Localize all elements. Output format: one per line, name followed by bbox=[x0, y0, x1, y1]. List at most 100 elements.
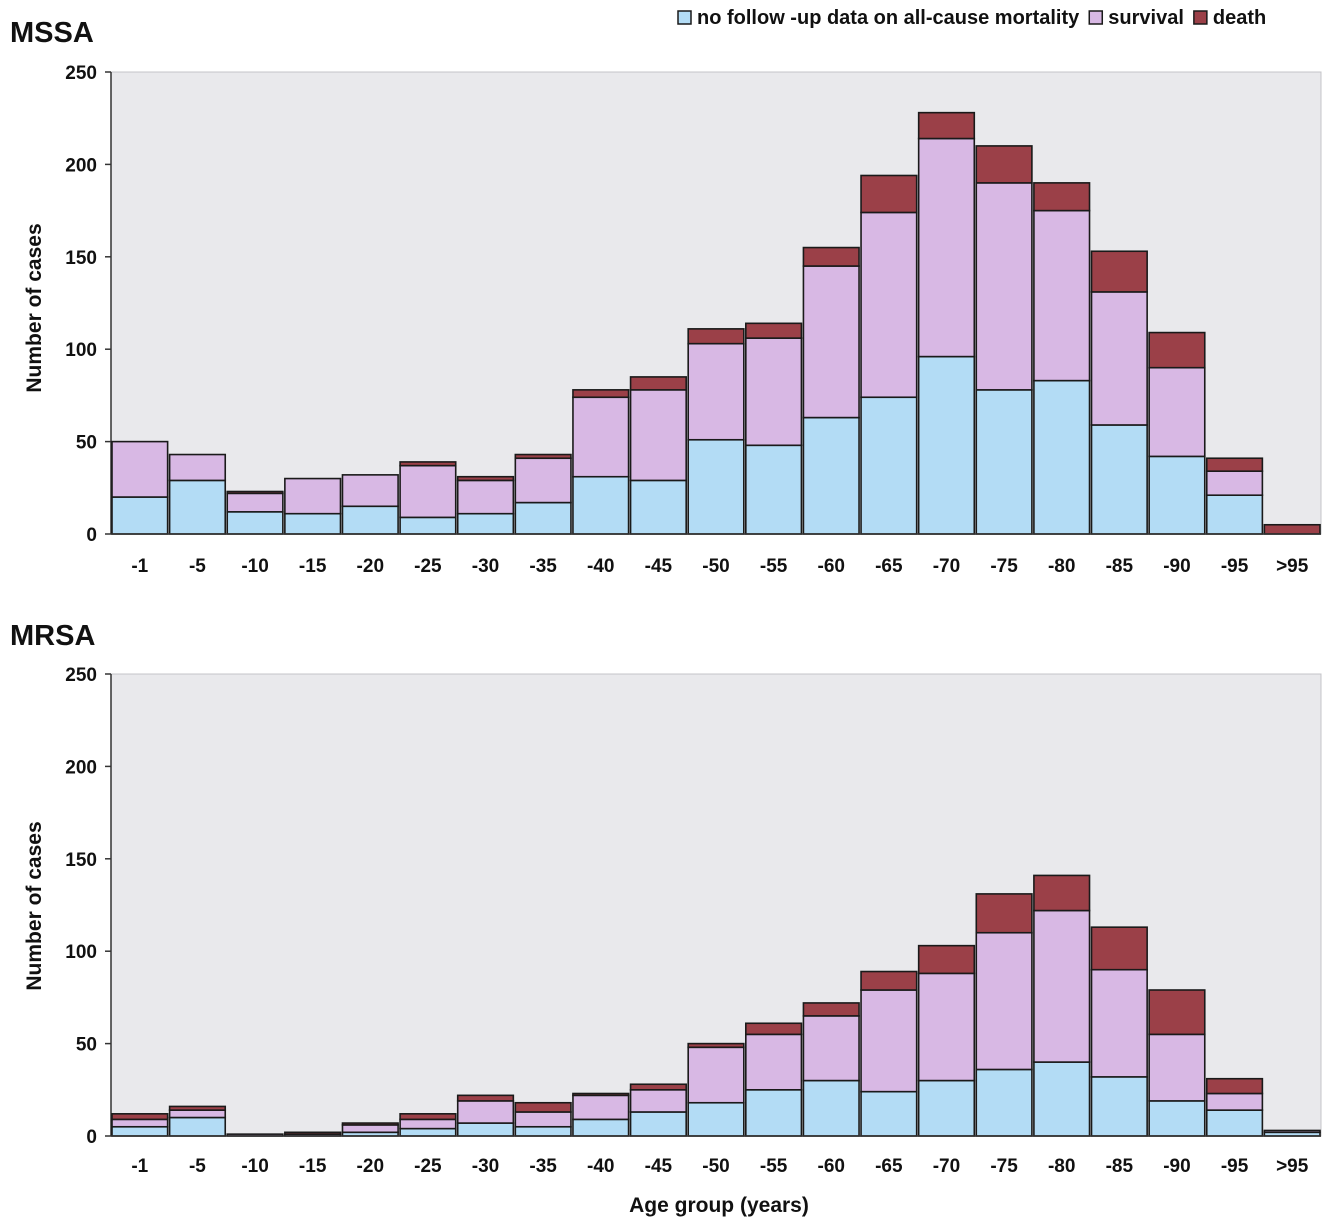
y-tick-label: 50 bbox=[76, 433, 97, 454]
bar-segment bbox=[687, 1101, 745, 1137]
x-tick-label: -85 bbox=[1106, 556, 1134, 577]
bar-segment bbox=[917, 1079, 976, 1137]
bar-segment bbox=[1205, 1092, 1264, 1111]
bar-segment bbox=[802, 1079, 860, 1137]
bar-segment bbox=[745, 337, 803, 447]
bar-segment bbox=[687, 1042, 745, 1049]
bar-segment bbox=[860, 989, 918, 1093]
x-tick-label: -20 bbox=[357, 556, 384, 577]
bar-segment bbox=[917, 137, 976, 358]
bar-segment bbox=[1205, 1109, 1264, 1137]
y-tick-label: 50 bbox=[76, 1035, 97, 1056]
bar-segment bbox=[802, 1015, 860, 1082]
bar-segment bbox=[1148, 989, 1206, 1036]
bar-segment bbox=[572, 396, 630, 478]
bar-segment bbox=[111, 1118, 169, 1128]
bar-segment bbox=[1090, 926, 1148, 971]
bar-segment bbox=[629, 1111, 687, 1137]
bar-segment bbox=[975, 1068, 1033, 1137]
x-axis-title: Age group (years) bbox=[629, 1194, 809, 1217]
legend: no follow -up data on all-cause mortalit… bbox=[677, 7, 1266, 29]
x-tick-label: -10 bbox=[241, 1156, 268, 1177]
y-tick-label: 250 bbox=[65, 63, 97, 84]
x-tick-label: -50 bbox=[702, 556, 729, 577]
x-tick-label: -20 bbox=[357, 1156, 384, 1177]
bar-segment bbox=[629, 389, 687, 482]
bar-segment bbox=[1263, 1129, 1321, 1134]
bar-segment bbox=[514, 1111, 572, 1128]
bar-segment bbox=[860, 1090, 918, 1137]
bar-segment bbox=[860, 211, 918, 399]
x-tick-label: -80 bbox=[1048, 556, 1075, 577]
bar-segment bbox=[456, 479, 515, 515]
x-tick-label: -25 bbox=[414, 1156, 442, 1177]
x-tick-label: -1 bbox=[131, 556, 148, 577]
bar-segment bbox=[226, 490, 284, 495]
bar-segment bbox=[456, 475, 515, 482]
bar-segment bbox=[975, 389, 1033, 535]
x-tick-label: -40 bbox=[587, 1156, 614, 1177]
bar-segment bbox=[399, 1118, 457, 1130]
x-tick-label: -85 bbox=[1106, 1156, 1134, 1177]
bar-segment bbox=[341, 505, 399, 535]
bar-segment bbox=[1090, 291, 1148, 426]
x-tick-label: -5 bbox=[189, 1156, 206, 1177]
bar-segment bbox=[745, 322, 803, 339]
bar-segment bbox=[226, 511, 284, 535]
bar-segment bbox=[111, 1113, 169, 1121]
x-tick-label: -1 bbox=[131, 1156, 148, 1177]
bar-segment bbox=[629, 376, 687, 391]
x-tick-label: -75 bbox=[990, 1156, 1018, 1177]
x-tick-label: -55 bbox=[760, 556, 788, 577]
x-tick-label: -50 bbox=[702, 1156, 729, 1177]
bar-segment bbox=[917, 111, 976, 140]
bar-segment bbox=[168, 1116, 227, 1137]
legend-label: survival bbox=[1108, 7, 1184, 29]
x-tick-label: -30 bbox=[472, 556, 499, 577]
bar-segment bbox=[1090, 424, 1148, 535]
x-tick-label: -65 bbox=[875, 556, 903, 577]
bar-segment bbox=[1033, 209, 1091, 382]
bar-segment bbox=[1148, 455, 1206, 535]
panel-title: MRSA bbox=[10, 620, 95, 652]
y-tick-label: 150 bbox=[65, 850, 97, 871]
bar-segment bbox=[399, 1127, 457, 1137]
x-tick-label: -70 bbox=[933, 556, 960, 577]
bar-segment bbox=[1033, 379, 1091, 535]
chart-panel-mrsa: MRSA 0 50 100 150 200 250 Number of cases -1 -5 -1… bbox=[10, 620, 1322, 1177]
bar-segment bbox=[1033, 182, 1091, 212]
x-tick-label: >95 bbox=[1276, 556, 1309, 577]
bar-segment bbox=[917, 972, 976, 1082]
bar-segment bbox=[168, 1105, 227, 1111]
bar-segment bbox=[1263, 523, 1321, 535]
bar-segment bbox=[917, 355, 976, 535]
y-tick-label: 0 bbox=[86, 1127, 97, 1148]
y-tick-label: 250 bbox=[65, 665, 97, 686]
bar-segment bbox=[399, 516, 457, 535]
bar-segment bbox=[1033, 1061, 1091, 1137]
bar-segment bbox=[572, 389, 630, 399]
bar-segment bbox=[399, 1113, 457, 1121]
bar-segment bbox=[572, 475, 630, 535]
x-tick-label: -25 bbox=[414, 556, 442, 577]
x-tick-label: >95 bbox=[1276, 1156, 1309, 1177]
y-axis-title: Number of cases bbox=[23, 223, 46, 392]
legend-swatch bbox=[1088, 10, 1104, 25]
bar-segment bbox=[341, 474, 399, 508]
bar-segment bbox=[917, 944, 976, 975]
x-tick-label: -15 bbox=[299, 556, 327, 577]
x-tick-label: -5 bbox=[189, 556, 206, 577]
y-axis-title: Number of cases bbox=[23, 821, 46, 990]
bar-segment bbox=[111, 496, 169, 535]
bar-segment bbox=[1090, 1076, 1148, 1137]
bar-segment bbox=[629, 1089, 687, 1113]
legend-swatch bbox=[1193, 10, 1208, 25]
bar-segment bbox=[802, 1002, 860, 1017]
bar-segment bbox=[1148, 1100, 1206, 1137]
x-tick-label: -35 bbox=[529, 556, 557, 577]
bar-segment bbox=[226, 492, 284, 513]
bar-segment bbox=[687, 438, 745, 535]
bar-segment bbox=[802, 246, 860, 267]
bar-segment bbox=[1205, 457, 1264, 472]
